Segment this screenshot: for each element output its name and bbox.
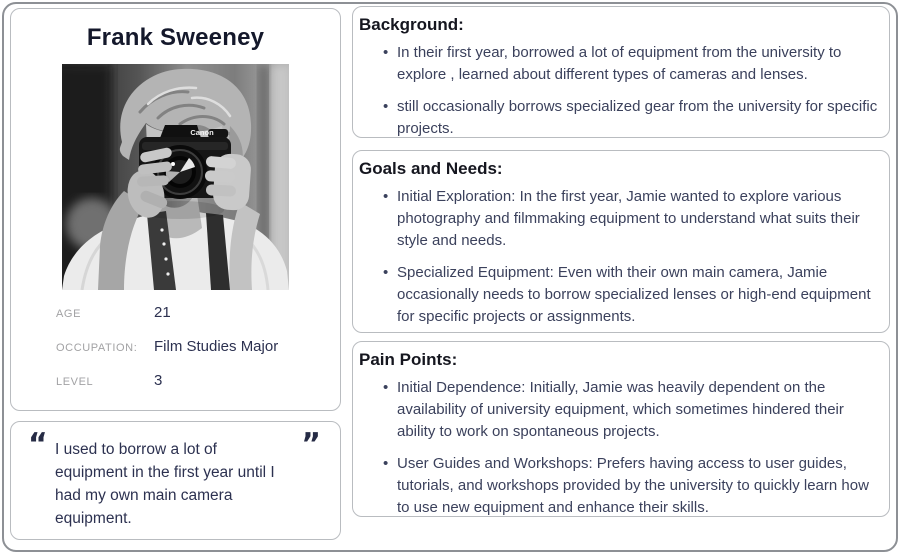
quote-card: “ I used to borrow a lot of equipment in… bbox=[10, 421, 341, 540]
left-forearm bbox=[98, 191, 144, 290]
bullet-item: Initial Exploration: In the first year, … bbox=[383, 186, 879, 252]
section-title: Pain Points: bbox=[359, 350, 458, 369]
right-forearm bbox=[229, 202, 260, 290]
bullet-item: Specialized Equipment: Even with their o… bbox=[383, 262, 879, 328]
bullet-list: Initial Dependence: Initially, Jamie was… bbox=[359, 377, 881, 519]
quote-text: I used to borrow a lot of equipment in t… bbox=[55, 441, 275, 527]
attribute-value: 3 bbox=[154, 372, 163, 389]
attribute-label: OCCUPATION: bbox=[56, 342, 138, 354]
bullet-item: In their first year, borrowed a lot of e… bbox=[383, 42, 879, 86]
attribute-row-age: AGE 21 bbox=[56, 304, 340, 325]
bullet-item: still occasionally borrows specialized g… bbox=[383, 96, 879, 140]
section-card-pain-points: Pain Points: Initial Dependence: Initial… bbox=[352, 341, 890, 517]
section-card-background: Background: In their first year, borrowe… bbox=[352, 6, 890, 138]
section-title: Goals and Needs: bbox=[359, 159, 503, 178]
attribute-row-occupation: OCCUPATION: Film Studies Major bbox=[56, 338, 340, 359]
persona-photo: Canon bbox=[62, 64, 289, 290]
attribute-value: 21 bbox=[154, 304, 171, 321]
left-hand bbox=[127, 147, 172, 218]
camera: Canon bbox=[136, 125, 231, 219]
attribute-label: LEVEL bbox=[56, 376, 94, 388]
bullet-list: In their first year, borrowed a lot of e… bbox=[359, 42, 881, 140]
attribute-list: AGE 21 OCCUPATION: Film Studies Major LE… bbox=[56, 304, 340, 393]
section-title: Background: bbox=[359, 15, 464, 34]
right-hand bbox=[204, 153, 251, 211]
persona-name: Frank Sweeney bbox=[86, 24, 265, 51]
camera-lens bbox=[153, 145, 207, 199]
attribute-row-level: LEVEL 3 bbox=[56, 372, 340, 393]
bullet-item: Initial Dependence: Initially, Jamie was… bbox=[383, 377, 879, 443]
attribute-value: Film Studies Major bbox=[154, 338, 279, 355]
profile-card: Frank Sweeney bbox=[10, 8, 341, 411]
bullet-item: User Guides and Workshops: Prefers havin… bbox=[383, 453, 879, 519]
camera-strap bbox=[147, 211, 230, 290]
open-quote-icon: “ bbox=[28, 427, 48, 462]
attribute-label: AGE bbox=[56, 308, 82, 320]
hair bbox=[119, 68, 252, 168]
section-card-goals: Goals and Needs: Initial Exploration: In… bbox=[352, 150, 890, 333]
bullet-list: Initial Exploration: In the first year, … bbox=[359, 186, 881, 328]
close-quote-icon: ” bbox=[301, 427, 321, 462]
camera-brand-label: Canon bbox=[190, 128, 214, 137]
